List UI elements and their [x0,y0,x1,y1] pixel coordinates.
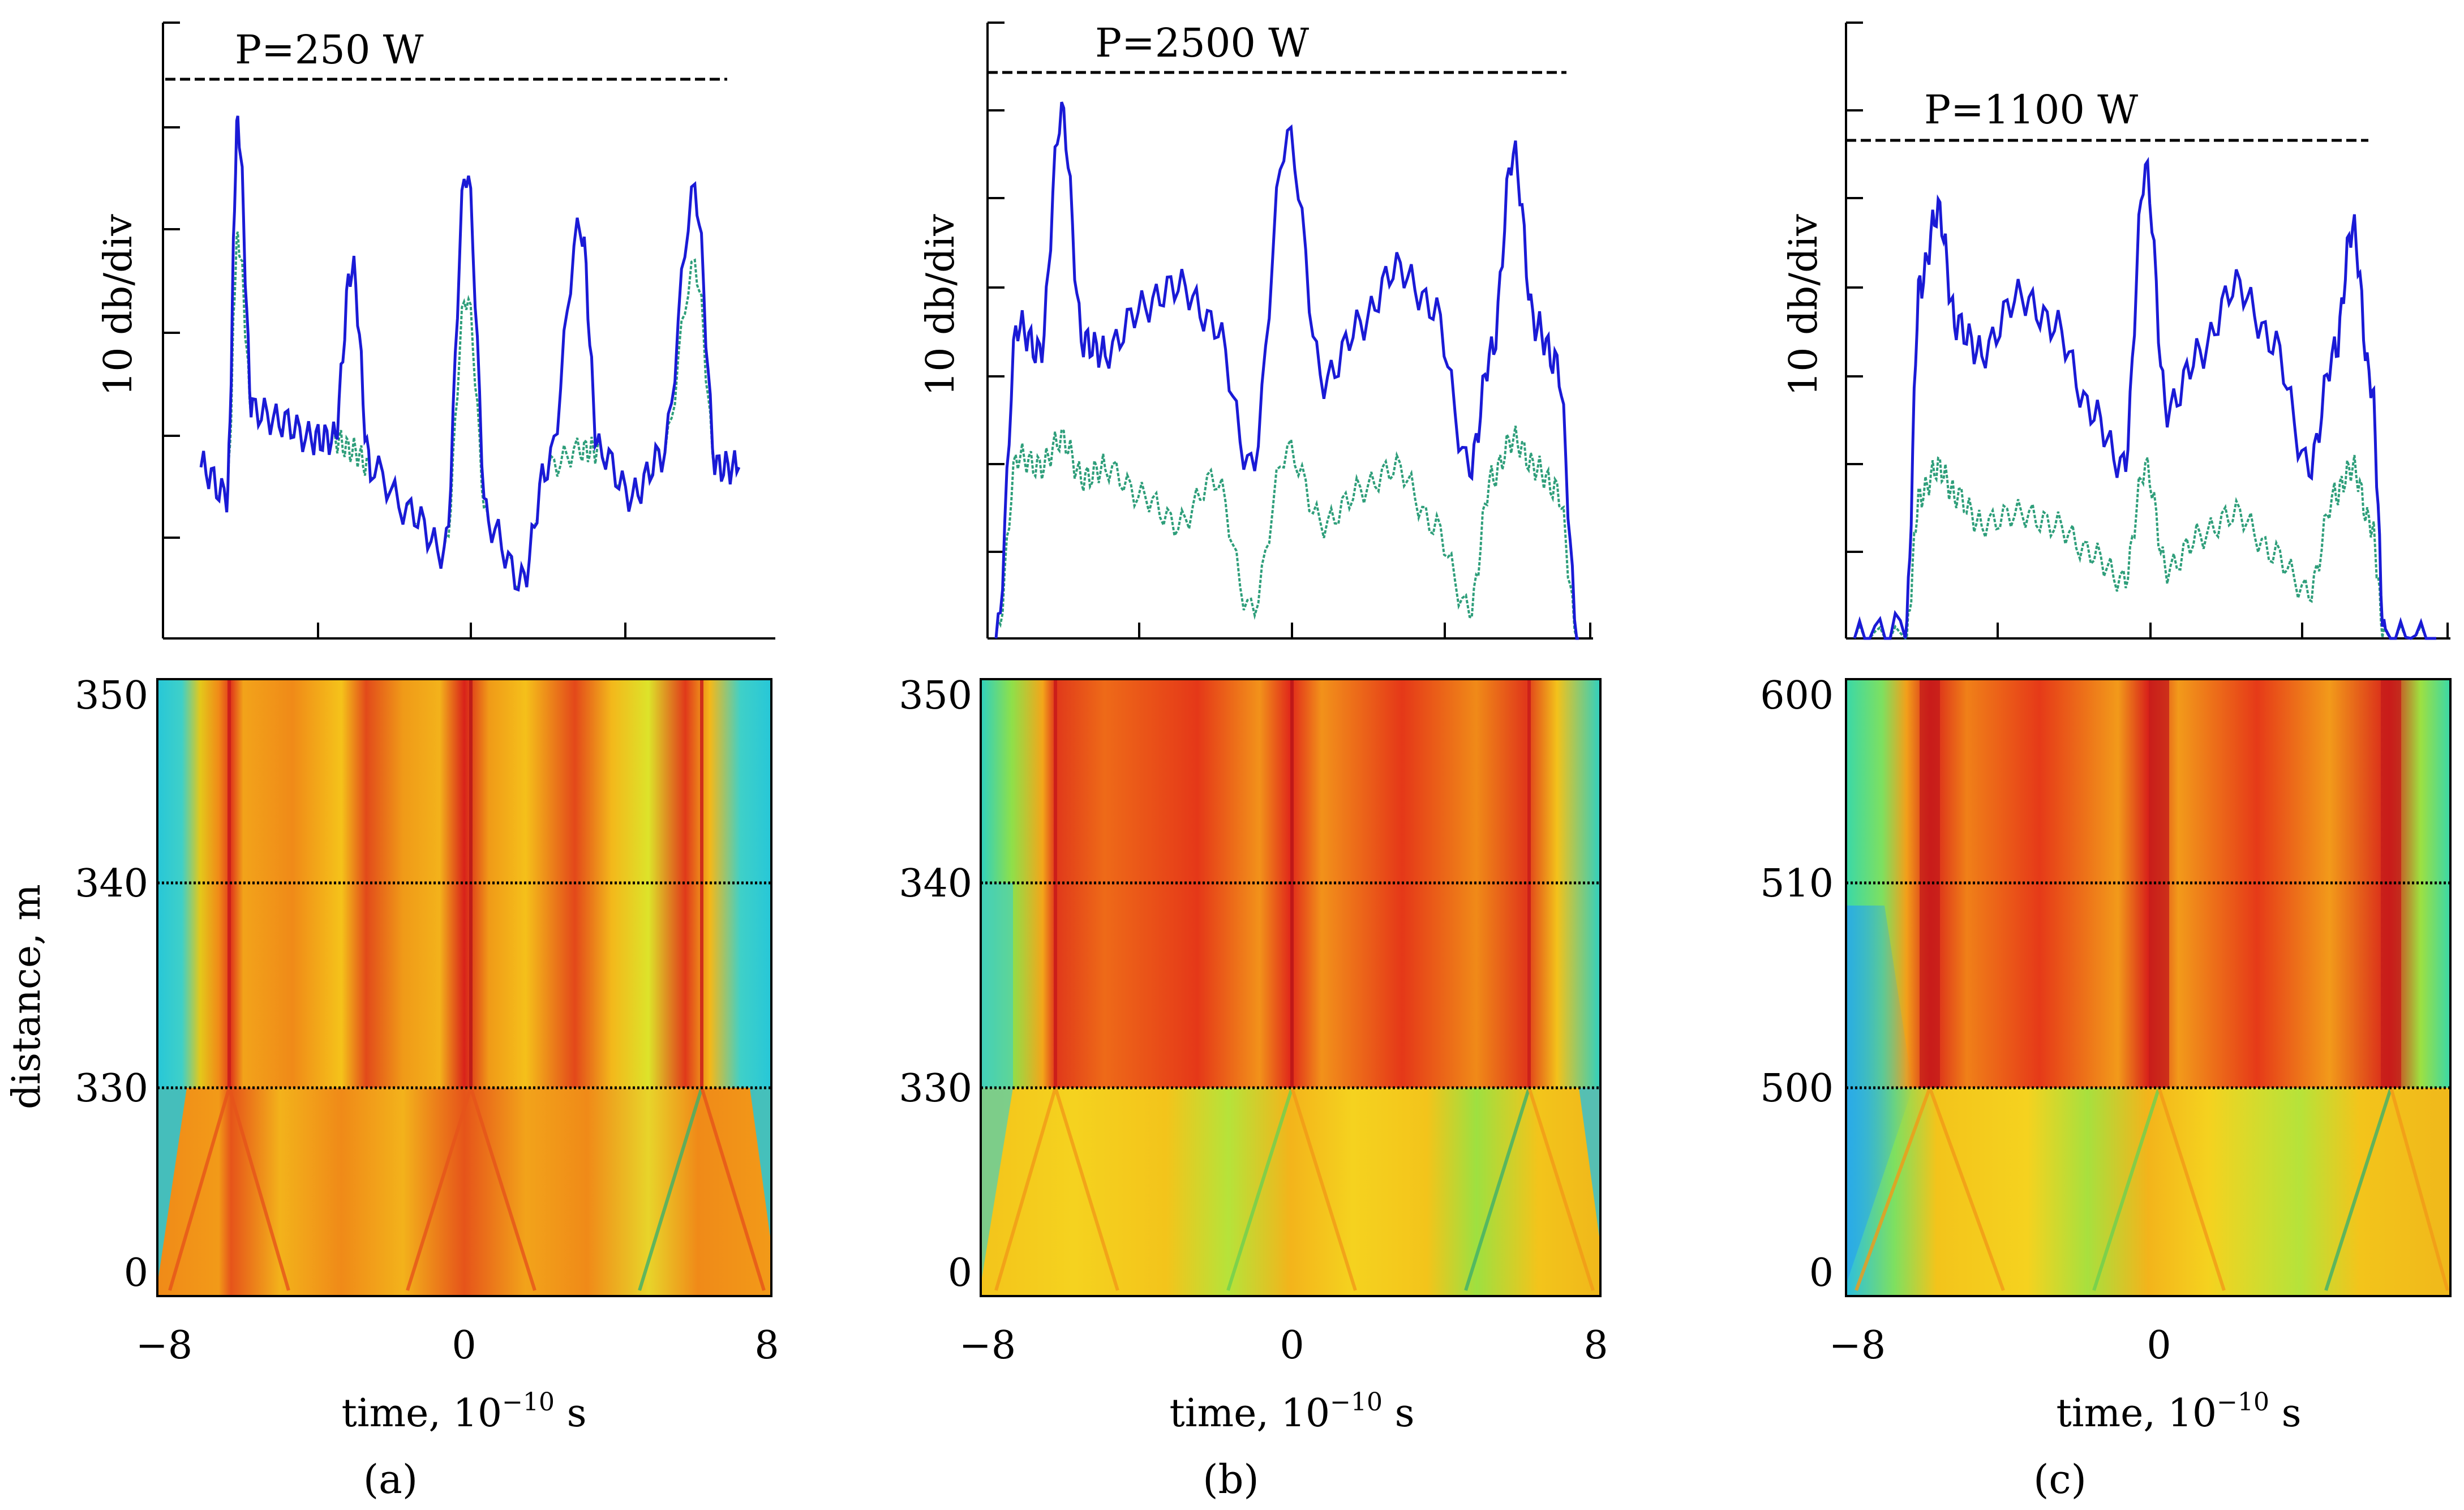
panel-a-ytick-0: 0 [124,1251,148,1295]
panel-b-power-label: P=2500 W [1095,20,1309,66]
panel-c-ytick-600: 600 [1760,674,1834,718]
panel-b-blue-series [994,101,1579,640]
panel-c-xlabel: time, 10−10 s [2057,1388,2302,1436]
panel-c-ytick-500: 500 [1760,1066,1834,1111]
panel-b-ytick-330: 330 [899,1066,972,1111]
panel-a-xtick-8: 8 [754,1323,779,1368]
panel-b-green-series [995,426,1579,640]
panel-b-xtick-8: 8 [1583,1323,1608,1368]
panel-a-blue-series [199,115,741,592]
panel-c-heatmap: 600 510 500 0 −8 0 [1760,674,2452,1368]
panel-b-caption: (b) [1203,1456,1259,1503]
panel-a-ytick-340: 340 [75,861,148,906]
panel-b-x-ticks [1138,623,1591,638]
panel-b-heatmap-left-wedge [981,883,1013,1285]
panel-c-heatmap-rays [1855,1087,2449,1292]
panel-c-heatmap-frame [1845,678,2452,1297]
panel-a-spectrum: P=250 W 10 db/div [96,22,775,640]
panel-a-ylabel: 10 db/div [96,214,141,396]
panel-c-ytick-0: 0 [1809,1251,1834,1295]
panel-b-y-ticks [988,22,1005,553]
panel-b-spectrum: P=2500 W 10 db/div [918,20,1593,640]
panel-b-heatmap: 350 340 330 0 −8 0 8 [899,674,1608,1368]
panel-c-ytick-510: 510 [1760,861,1834,906]
panel-c-ylabel: 10 db/div [1782,214,1826,396]
panel-a-y-ticks [163,22,180,539]
panel-a-green-series [200,231,740,590]
panel-b-heatmap-right-wedge [1579,1088,1600,1245]
panel-c-green-series [1853,454,2436,640]
panel-b-xlabel: time, 10−10 s [1170,1388,1415,1436]
panel-b: P=2500 W 10 db/div [899,20,1608,1503]
panel-a-caption: (a) [363,1456,418,1503]
panel-a-heatmap-frame [156,678,772,1297]
panel-a-heatmap-bottom [157,1088,771,1296]
panel-a-heatmap-ylabel: distance, m [5,884,49,1109]
panel-c-x-ticks [1997,623,2449,638]
panel-b-ytick-350: 350 [899,674,972,718]
panel-c-caption: (c) [2033,1456,2087,1503]
panel-b-heatmap-bottom [981,1088,1600,1296]
panel-b-ylabel: 10 db/div [918,214,963,396]
panel-b-xtick-neg8: −8 [959,1323,1016,1368]
panel-c-heatmap-left-wedge [1846,906,1913,1285]
panel-b-heatmap-frame [980,678,1602,1297]
panel-a-ytick-330: 330 [75,1066,148,1111]
panel-a-heatmap-right-wedge [750,1088,771,1245]
panel-a-xtick-neg8: −8 [136,1323,192,1368]
panel-c-y-ticks [1846,22,1863,553]
panel-a-power-label: P=250 W [235,27,424,73]
panel-c-xtick-neg8: −8 [1829,1323,1886,1368]
panel-a-heatmap: 350 340 330 0 distance, m −8 0 8 [5,674,779,1368]
panel-b-xtick-0: 0 [1280,1323,1304,1368]
panel-a-heatmap-left-wedge [157,1088,187,1285]
panel-c: P=1100 W 10 db/div [1760,22,2452,1503]
panel-a-x-ticks [317,623,626,638]
panel-b-ytick-340: 340 [899,861,972,906]
panel-c-blue-series [1853,157,2436,640]
panel-b-ytick-0: 0 [948,1251,972,1295]
panel-a-ytick-350: 350 [75,674,148,718]
panel-a-xtick-0: 0 [452,1323,476,1368]
panel-c-spectrum: P=1100 W 10 db/div [1782,22,2450,640]
panel-c-xtick-0: 0 [2147,1323,2171,1368]
panel-a-xlabel: time, 10−10 s [342,1388,587,1436]
panel-a-heatmap-streaks [168,679,766,1291]
panel-a: P=250 W 10 db/div [5,22,779,1503]
panel-c-power-label: P=1100 W [1924,87,2138,133]
